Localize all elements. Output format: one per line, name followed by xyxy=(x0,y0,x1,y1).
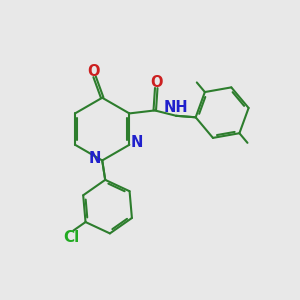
Text: NH: NH xyxy=(163,100,188,115)
Text: O: O xyxy=(88,64,100,79)
Text: N: N xyxy=(131,135,143,150)
Text: O: O xyxy=(150,75,163,90)
Text: N: N xyxy=(88,151,101,166)
Text: Cl: Cl xyxy=(63,230,79,245)
